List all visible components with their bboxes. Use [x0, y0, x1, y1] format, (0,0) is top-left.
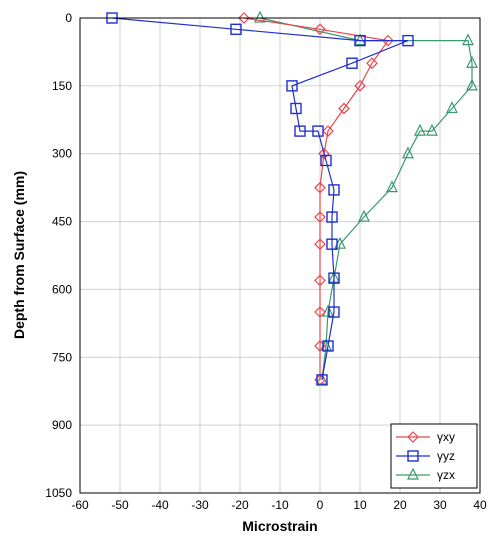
data-point [322, 340, 334, 352]
legend-item: γzx [396, 467, 455, 482]
x-tick-label: 0 [317, 498, 324, 512]
data-point [346, 57, 358, 69]
legend-item: γxy [396, 430, 455, 444]
data-point [238, 12, 250, 24]
data-point [354, 33, 366, 46]
legend-label: γzx [437, 468, 455, 482]
data-point [326, 211, 338, 223]
data-point [328, 184, 340, 196]
data-point [314, 181, 326, 194]
x-tick-label: 20 [393, 498, 407, 512]
x-tick-label: -50 [111, 498, 129, 512]
y-tick-label: 1050 [45, 486, 72, 500]
y-tick-label: 600 [52, 282, 72, 296]
data-point [414, 123, 426, 136]
data-point [466, 78, 478, 91]
data-point [318, 147, 330, 160]
data-point [320, 154, 332, 167]
x-tick-label: -10 [271, 498, 289, 512]
legend-item: γyz [396, 449, 455, 463]
series-1 [106, 12, 414, 386]
y-tick-label: 750 [52, 350, 72, 364]
data-point [462, 33, 474, 46]
data-point [322, 304, 334, 317]
data-point [326, 238, 338, 250]
data-point [314, 306, 326, 318]
legend-label: γxy [437, 430, 455, 444]
x-tick-label: 10 [353, 498, 367, 512]
series-line [111, 17, 409, 381]
data-point [338, 102, 350, 115]
data-point [314, 23, 326, 36]
data-point [426, 123, 438, 136]
x-tick-label: 30 [433, 498, 447, 512]
legend-marker [407, 467, 419, 480]
data-point [386, 180, 398, 193]
data-point [254, 10, 266, 23]
data-point [466, 55, 478, 68]
x-tick-label: -60 [71, 498, 89, 512]
data-point [314, 274, 326, 287]
legend-marker [407, 450, 419, 462]
data-point [354, 80, 366, 92]
x-tick-label: -20 [231, 498, 249, 512]
data-point [230, 23, 242, 36]
data-point [358, 209, 370, 222]
data-point [366, 57, 378, 70]
data-point [382, 34, 394, 47]
data-point [402, 146, 414, 159]
legend: γxy γyz γzx [390, 423, 478, 489]
data-point [354, 34, 366, 47]
y-tick-label: 900 [52, 418, 72, 432]
tick-labels: -60 -50 -40 -30 -20 -10 0 10 20 30 40 0 150 300 450 600… [45, 11, 487, 512]
x-tick-label: -30 [191, 498, 209, 512]
plot-frame [79, 17, 481, 494]
y-axis-title: Depth from Surface (mm) [11, 171, 27, 339]
data-point [322, 125, 334, 137]
data-point [290, 102, 302, 115]
series-line [259, 17, 473, 380]
data-point [328, 306, 340, 318]
data-point [316, 374, 328, 386]
x-tick-label: 40 [473, 498, 487, 512]
data-point [402, 34, 414, 47]
y-tick-label: 300 [52, 147, 72, 161]
data-point [312, 125, 324, 137]
data-point [294, 125, 306, 137]
data-point [328, 272, 340, 284]
data-point [314, 211, 326, 223]
y-tick-label: 0 [65, 11, 72, 25]
legend-marker [407, 431, 419, 443]
legend-label: γyz [437, 449, 455, 463]
data-point [314, 238, 326, 251]
x-axis-title: Microstrain [242, 518, 317, 534]
x-tick-label: -40 [151, 498, 169, 512]
y-tick-label: 150 [52, 79, 72, 93]
series-group [106, 10, 478, 386]
y-tick-label: 450 [52, 215, 72, 229]
data-point [286, 80, 298, 92]
data-point [446, 101, 458, 114]
